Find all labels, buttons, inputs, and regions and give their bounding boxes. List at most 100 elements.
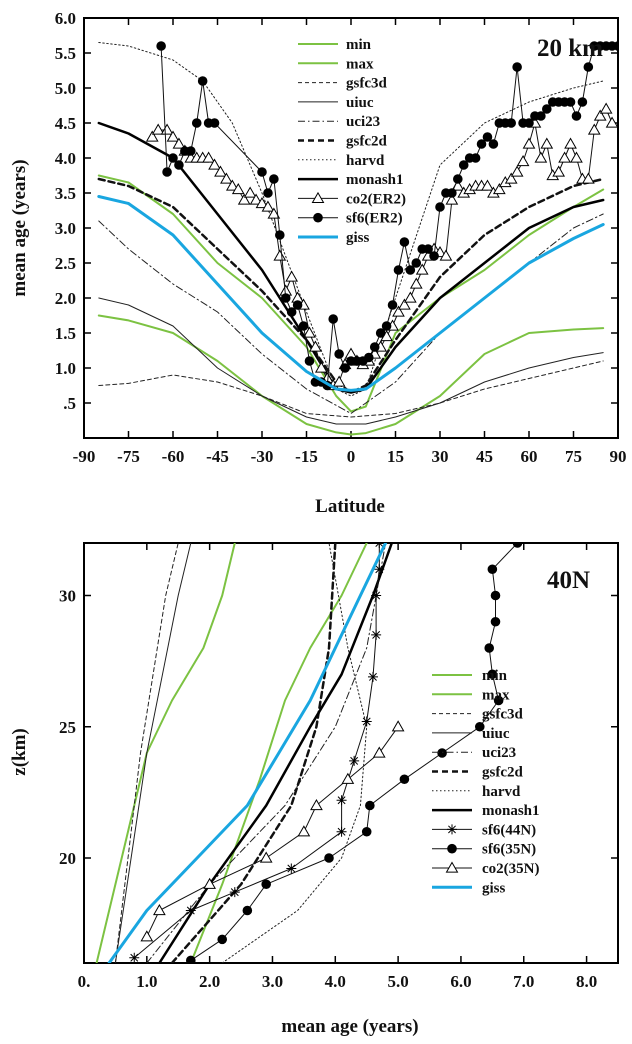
legend-label-giss: giss <box>482 880 506 896</box>
legend-label-gsfc3d: gsfc3d <box>482 707 523 723</box>
x-tick-label: 5.0 <box>387 972 408 991</box>
series-co2-er2-marker <box>261 200 275 212</box>
series-sf6-er2-marker <box>304 356 315 366</box>
series-co2-er2-marker <box>552 165 566 177</box>
series-co2-er2-marker <box>398 298 411 310</box>
series-sf6-er2-marker <box>328 314 339 324</box>
legend-item-gsfc2d: gsfc2d <box>432 765 523 781</box>
x-tick-label: 0. <box>78 972 91 991</box>
series-co2-er2-marker <box>587 123 601 135</box>
top-x-axis-label: Latitude <box>315 496 385 517</box>
series-sf6-35n-marker <box>261 879 271 890</box>
series-co2-er2-marker <box>558 151 571 163</box>
x-tick-label: -15 <box>295 447 318 466</box>
legend-label-min: min <box>346 37 372 53</box>
legend-label-monash1: monash1 <box>346 172 404 188</box>
x-tick-label: 30 <box>432 447 449 466</box>
series-co2-er2-marker <box>492 182 506 195</box>
series-sf6-er2-marker <box>447 188 457 198</box>
bottom-panel-label: 40N <box>547 567 590 594</box>
legend-sf6-35n-marker <box>447 843 457 854</box>
series-sf6-er2-marker <box>280 293 291 303</box>
series-sf6-35n-marker <box>324 853 334 863</box>
series-max <box>97 174 605 413</box>
x-tick-label: 0 <box>347 447 356 466</box>
series-sf6-er2 <box>156 41 618 391</box>
series-sf6-35n-marker <box>487 669 498 680</box>
series-line-gsfc3d <box>98 360 604 418</box>
series-sf6-er2-marker <box>506 118 517 128</box>
series-co2-35n-marker <box>203 877 217 889</box>
legend-item-max: max <box>298 56 374 72</box>
series-line-gsfc3d <box>114 543 179 963</box>
series-sf6-er2-marker <box>364 352 374 363</box>
x-tick-label: 7.0 <box>513 972 534 991</box>
series-co2-er2-marker <box>303 326 316 338</box>
series-line-gsfc2d <box>97 177 605 394</box>
series-co2-er2-marker <box>314 361 328 373</box>
series-sf6-er2-marker <box>423 244 433 254</box>
top-x-tick-labels: -90 -75 -60 -45 -30 -15 0 15 30 45 60 75 90 <box>73 18 627 466</box>
series-sf6-er2-marker <box>405 265 416 275</box>
series-sf6-er2-marker <box>263 188 273 198</box>
legend-item-uci23: uci23 <box>432 745 516 761</box>
series-sf6-er2-marker <box>613 41 618 51</box>
series-line-giss <box>97 195 605 392</box>
series-line-sf6-44n <box>133 543 380 959</box>
series-sf6-44n-marker <box>361 716 372 727</box>
top-y-tick-labels: .5 1.0 1.5 2.0 2.5 3.0 3.5 4.0 4.5 5.0 5.5 6.0 <box>55 9 618 413</box>
series-sf6-44n-marker <box>371 629 382 640</box>
series-sf6-er2-marker <box>458 160 469 170</box>
x-tick-label: -30 <box>251 447 274 466</box>
series-co2-er2-marker <box>510 165 524 177</box>
series-co2-er2-marker <box>481 179 494 191</box>
series-co2-er2-marker <box>237 193 251 205</box>
series-sf6-er2-marker <box>162 167 172 177</box>
series-sf6-er2-marker <box>435 202 445 212</box>
series-co2-er2-marker <box>593 109 607 121</box>
y-tick-label: 1.5 <box>55 324 76 343</box>
y-tick-label: 2.5 <box>55 254 76 273</box>
legend-item-max: max <box>432 687 510 703</box>
series-sf6-er2-marker <box>387 300 398 310</box>
bottom-x-axis-label: mean age (years) <box>281 1016 418 1037</box>
series-sf6-35n-marker <box>242 905 253 916</box>
legend-item-harvd: harvd <box>298 153 385 169</box>
series-co2-er2-marker <box>243 186 257 198</box>
bottom-legend: min max gsfc3d uiuc uci23 gsfc2d harvd monash1 s… <box>432 668 540 896</box>
series-co2-er2-marker <box>522 137 536 149</box>
series-uci23 <box>146 543 387 963</box>
series-sf6-er2-marker <box>482 132 493 142</box>
series-sf6-35n-marker <box>487 564 498 575</box>
series-sf6-er2-marker <box>334 349 344 359</box>
series-sf6-er2-marker <box>257 167 267 177</box>
series-line-harvd <box>221 543 368 963</box>
y-tick-label: 3.0 <box>55 219 76 238</box>
series-harvd <box>98 42 604 397</box>
series-co2-er2-marker <box>249 193 263 205</box>
legend-label-co2-35n: co2(35N) <box>482 861 539 877</box>
series-gsfc3d <box>114 543 179 963</box>
y-tick-label: 25 <box>59 718 76 737</box>
series-sf6-er2-marker <box>340 363 350 373</box>
series-sf6-er2-marker <box>186 146 196 156</box>
series-sf6-er2-marker <box>488 139 499 149</box>
bottom-chart-frame <box>83 542 619 964</box>
legend-item-uiuc: uiuc <box>298 95 374 111</box>
bottom-x-tick-labels: 0. 1.0 2.0 3.0 4.0 5.0 6.0 7.0 8.0 <box>78 543 597 991</box>
series-sf6-35n-marker <box>484 643 495 653</box>
series-sf6-er2-marker <box>411 258 422 268</box>
series-co2-er2-marker <box>409 277 423 289</box>
series-line-uci23 <box>146 543 387 963</box>
series-sf6-er2-marker <box>298 321 309 331</box>
series-sf6-35n-marker <box>437 748 447 758</box>
series-sf6-er2-marker <box>168 153 178 163</box>
x-tick-label: -45 <box>206 447 229 466</box>
legend-label-sf6-er2: sf6(ER2) <box>346 211 403 227</box>
series-sf6-er2-marker <box>197 76 208 86</box>
series-sf6-35n-marker <box>399 774 410 785</box>
series-sf6-35n-marker <box>365 800 375 811</box>
series-co2-er2-marker <box>570 151 583 163</box>
x-tick-label: -75 <box>117 447 140 466</box>
